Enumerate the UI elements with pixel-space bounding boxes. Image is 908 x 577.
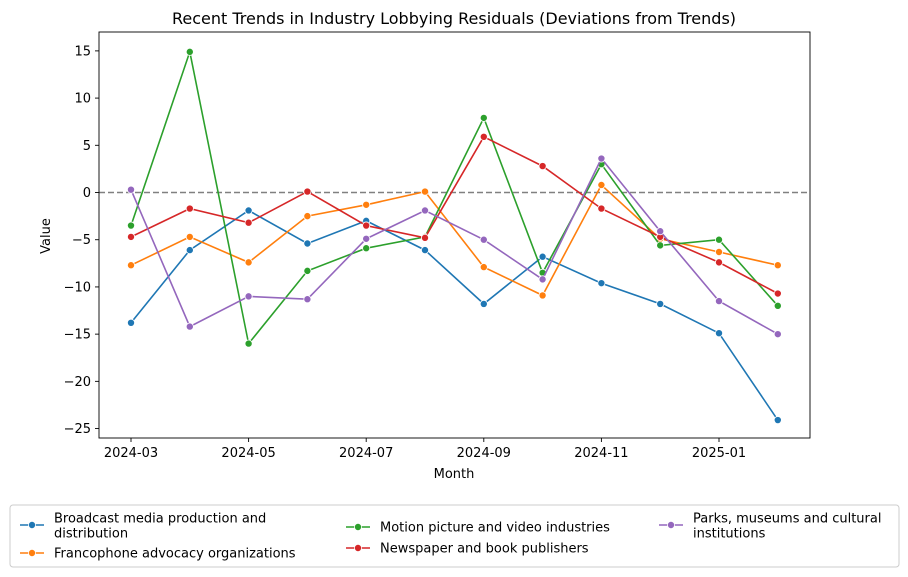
data-point-4-10 bbox=[715, 297, 724, 306]
data-point-2-1 bbox=[185, 47, 194, 56]
data-point-4-5 bbox=[420, 206, 429, 215]
data-point-4-7 bbox=[538, 275, 547, 284]
data-point-3-4 bbox=[362, 221, 371, 230]
legend-swatch-marker bbox=[667, 521, 676, 530]
data-point-1-5 bbox=[420, 187, 429, 196]
legend-swatch-marker bbox=[353, 523, 362, 532]
data-point-0-10 bbox=[715, 329, 724, 338]
plot-area: 15 10 5 0 −5 −10 −15 −20 −25 2024-03 2024-05 2024-0… bbox=[64, 31, 811, 461]
data-point-0-8 bbox=[597, 279, 606, 288]
series-line-3 bbox=[130, 135, 779, 295]
data-point-0-9 bbox=[656, 299, 665, 308]
x-axis-label: Month bbox=[434, 467, 475, 482]
x-tick-label: 2024-09 bbox=[457, 446, 511, 461]
chart-title: Recent Trends in Industry Lobbying Resid… bbox=[172, 9, 736, 28]
legend-swatch-marker bbox=[353, 544, 362, 553]
data-point-1-3 bbox=[303, 212, 312, 221]
data-point-0-1 bbox=[185, 246, 194, 255]
y-tick-label: 5 bbox=[83, 139, 91, 154]
legend-label: Francophone advocacy organizations bbox=[54, 547, 296, 562]
data-point-3-1 bbox=[185, 204, 194, 213]
y-tick-label: 0 bbox=[83, 186, 91, 201]
legend-label: Newspaper and book publishers bbox=[380, 542, 589, 557]
data-point-1-10 bbox=[715, 247, 724, 256]
data-point-3-2 bbox=[244, 218, 253, 227]
data-point-3-5 bbox=[420, 233, 429, 242]
legend-box bbox=[9, 504, 900, 568]
x-tick-label: 2024-05 bbox=[221, 446, 275, 461]
data-point-4-3 bbox=[303, 295, 312, 304]
data-point-1-6 bbox=[479, 263, 488, 272]
legend: Broadcast media production anddistributi… bbox=[9, 504, 900, 568]
data-point-2-0 bbox=[127, 221, 136, 230]
data-point-1-2 bbox=[244, 258, 253, 267]
series-line-0 bbox=[130, 209, 779, 421]
data-point-3-3 bbox=[303, 187, 312, 196]
y-tick-label: −25 bbox=[64, 422, 91, 437]
data-point-4-6 bbox=[479, 235, 488, 244]
x-tick-label: 2024-11 bbox=[574, 446, 628, 461]
data-point-1-1 bbox=[185, 232, 194, 241]
y-tick-label: −5 bbox=[72, 233, 91, 248]
y-axis-label: Value bbox=[39, 218, 54, 254]
data-point-1-8 bbox=[597, 180, 606, 189]
data-point-2-4 bbox=[362, 244, 371, 253]
data-point-3-10 bbox=[715, 258, 724, 267]
y-tick-label: −20 bbox=[64, 375, 91, 390]
series-line-4 bbox=[130, 157, 779, 335]
legend-label: Parks, museums and cultural bbox=[693, 512, 881, 527]
data-point-3-0 bbox=[127, 232, 136, 241]
data-point-2-9 bbox=[656, 241, 665, 250]
data-point-2-2 bbox=[244, 339, 253, 348]
data-point-4-11 bbox=[773, 330, 782, 339]
data-point-4-8 bbox=[597, 154, 606, 163]
data-point-4-2 bbox=[244, 292, 253, 301]
data-point-3-8 bbox=[597, 204, 606, 213]
legend-swatch-marker bbox=[27, 549, 36, 558]
legend-label: institutions bbox=[693, 527, 766, 542]
data-point-1-4 bbox=[362, 200, 371, 209]
data-point-2-11 bbox=[773, 301, 782, 310]
data-point-4-4 bbox=[362, 234, 371, 243]
data-point-4-9 bbox=[656, 227, 665, 236]
x-tick-label: 2025-01 bbox=[692, 446, 746, 461]
data-point-3-6 bbox=[479, 132, 488, 141]
data-point-3-11 bbox=[773, 289, 782, 298]
data-point-0-0 bbox=[127, 318, 136, 327]
y-tick-label: 15 bbox=[74, 44, 91, 59]
data-point-4-0 bbox=[127, 185, 136, 194]
x-tick-label: 2024-07 bbox=[339, 446, 393, 461]
data-point-2-6 bbox=[479, 113, 488, 122]
series-line-2 bbox=[130, 48, 779, 346]
y-tick-label: −15 bbox=[64, 328, 91, 343]
data-point-1-11 bbox=[773, 261, 782, 270]
legend-swatch-marker bbox=[27, 521, 36, 530]
data-point-2-10 bbox=[715, 235, 724, 244]
data-point-3-7 bbox=[538, 162, 547, 171]
data-point-0-6 bbox=[479, 299, 488, 308]
y-tick-label: −10 bbox=[64, 280, 91, 295]
y-tick-label: 10 bbox=[74, 92, 91, 107]
data-point-4-1 bbox=[185, 322, 194, 331]
x-tick-label: 2024-03 bbox=[104, 446, 158, 461]
legend-label: distribution bbox=[54, 527, 128, 542]
legend-label: Motion picture and video industries bbox=[380, 521, 610, 536]
data-point-1-7 bbox=[538, 291, 547, 300]
data-point-2-3 bbox=[303, 266, 312, 275]
data-point-0-2 bbox=[244, 206, 253, 215]
data-point-0-7 bbox=[538, 252, 547, 261]
data-point-0-5 bbox=[420, 246, 429, 255]
data-point-0-3 bbox=[303, 239, 312, 248]
plot-frame bbox=[98, 31, 811, 439]
legend-label: Broadcast media production and bbox=[54, 512, 266, 527]
data-point-1-0 bbox=[127, 261, 136, 270]
data-point-0-11 bbox=[773, 416, 782, 425]
